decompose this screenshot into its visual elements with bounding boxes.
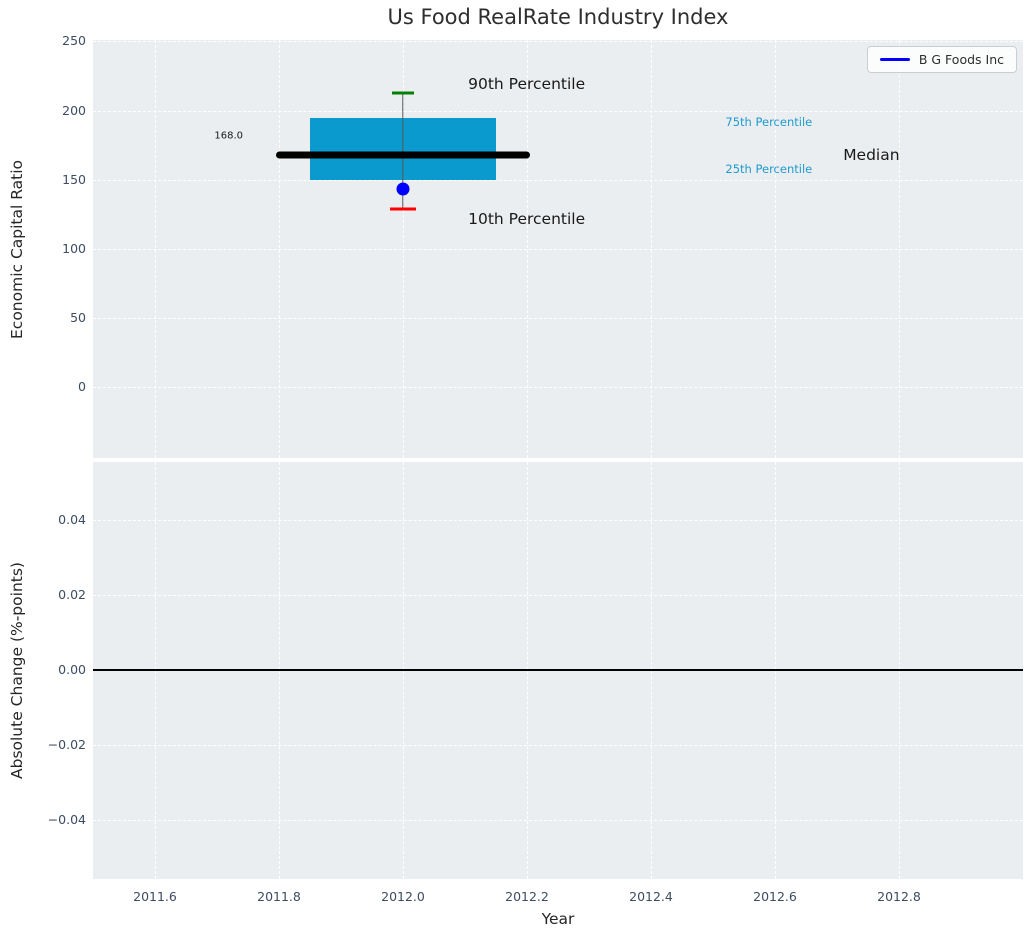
y-gridline (93, 820, 1023, 822)
y-gridline (93, 745, 1023, 747)
top-plot-area: 90th Percentile 10th Percentile 75th Perce… (93, 40, 1023, 458)
y-gridline (93, 249, 1023, 250)
x-tick-label: 2011.8 (257, 889, 301, 904)
x-tick-label: 2012.2 (505, 889, 549, 904)
y-gridline (93, 520, 1023, 522)
legend-line-sample (879, 58, 910, 61)
chart-title: Us Food RealRate Industry Index (387, 5, 729, 29)
annotation-25th-percentile: 25th Percentile (725, 161, 813, 176)
y-tick-label: 0.02 (58, 587, 86, 603)
median-line (275, 151, 531, 159)
annotation-10th-percentile: 10th Percentile (468, 209, 586, 228)
whisker-line (402, 92, 404, 209)
x-tick-label: 2011.6 (133, 889, 177, 904)
y-gridline (93, 110, 1023, 112)
y-tick-label: 50 (70, 310, 86, 326)
zero-line (93, 669, 1023, 672)
bottom-plot-area (93, 462, 1023, 879)
p10-cap (390, 207, 416, 211)
x-tick-label: 2012.0 (381, 889, 425, 904)
y-tick-label: −0.04 (47, 812, 86, 828)
y-tick-label: 150 (62, 171, 86, 187)
y-tick-label: 100 (62, 241, 86, 256)
y-gridline (93, 595, 1023, 597)
annotation-90th-percentile: 90th Percentile (468, 75, 586, 94)
y-tick-label: 0.04 (58, 512, 86, 528)
y-tick-label: 200 (62, 102, 86, 118)
legend: B G Foods Inc (866, 46, 1017, 73)
x-tick-label: 2012.4 (629, 889, 673, 904)
annotation-median: Median (843, 145, 900, 164)
y-gridline (93, 387, 1023, 389)
y-gridline (93, 179, 1023, 181)
x-tick-label: 2012.6 (753, 889, 797, 904)
company-point (396, 182, 410, 196)
y-tick-label: −0.02 (47, 737, 86, 753)
y-tick-label: 0 (78, 379, 86, 395)
annotation-75th-percentile: 75th Percentile (725, 114, 813, 129)
y-tick-label: 0.00 (58, 662, 86, 678)
y-gridline (93, 41, 1023, 43)
x-axis-label: Year (541, 910, 575, 928)
y-tick-label: 250 (62, 33, 86, 49)
legend-label: B G Foods Inc (918, 52, 1004, 67)
p90-cap (392, 91, 414, 95)
y-gridline (93, 318, 1023, 320)
x-tick-label: 2012.8 (877, 889, 921, 904)
annotation-168-0: 168.0 (214, 130, 244, 141)
